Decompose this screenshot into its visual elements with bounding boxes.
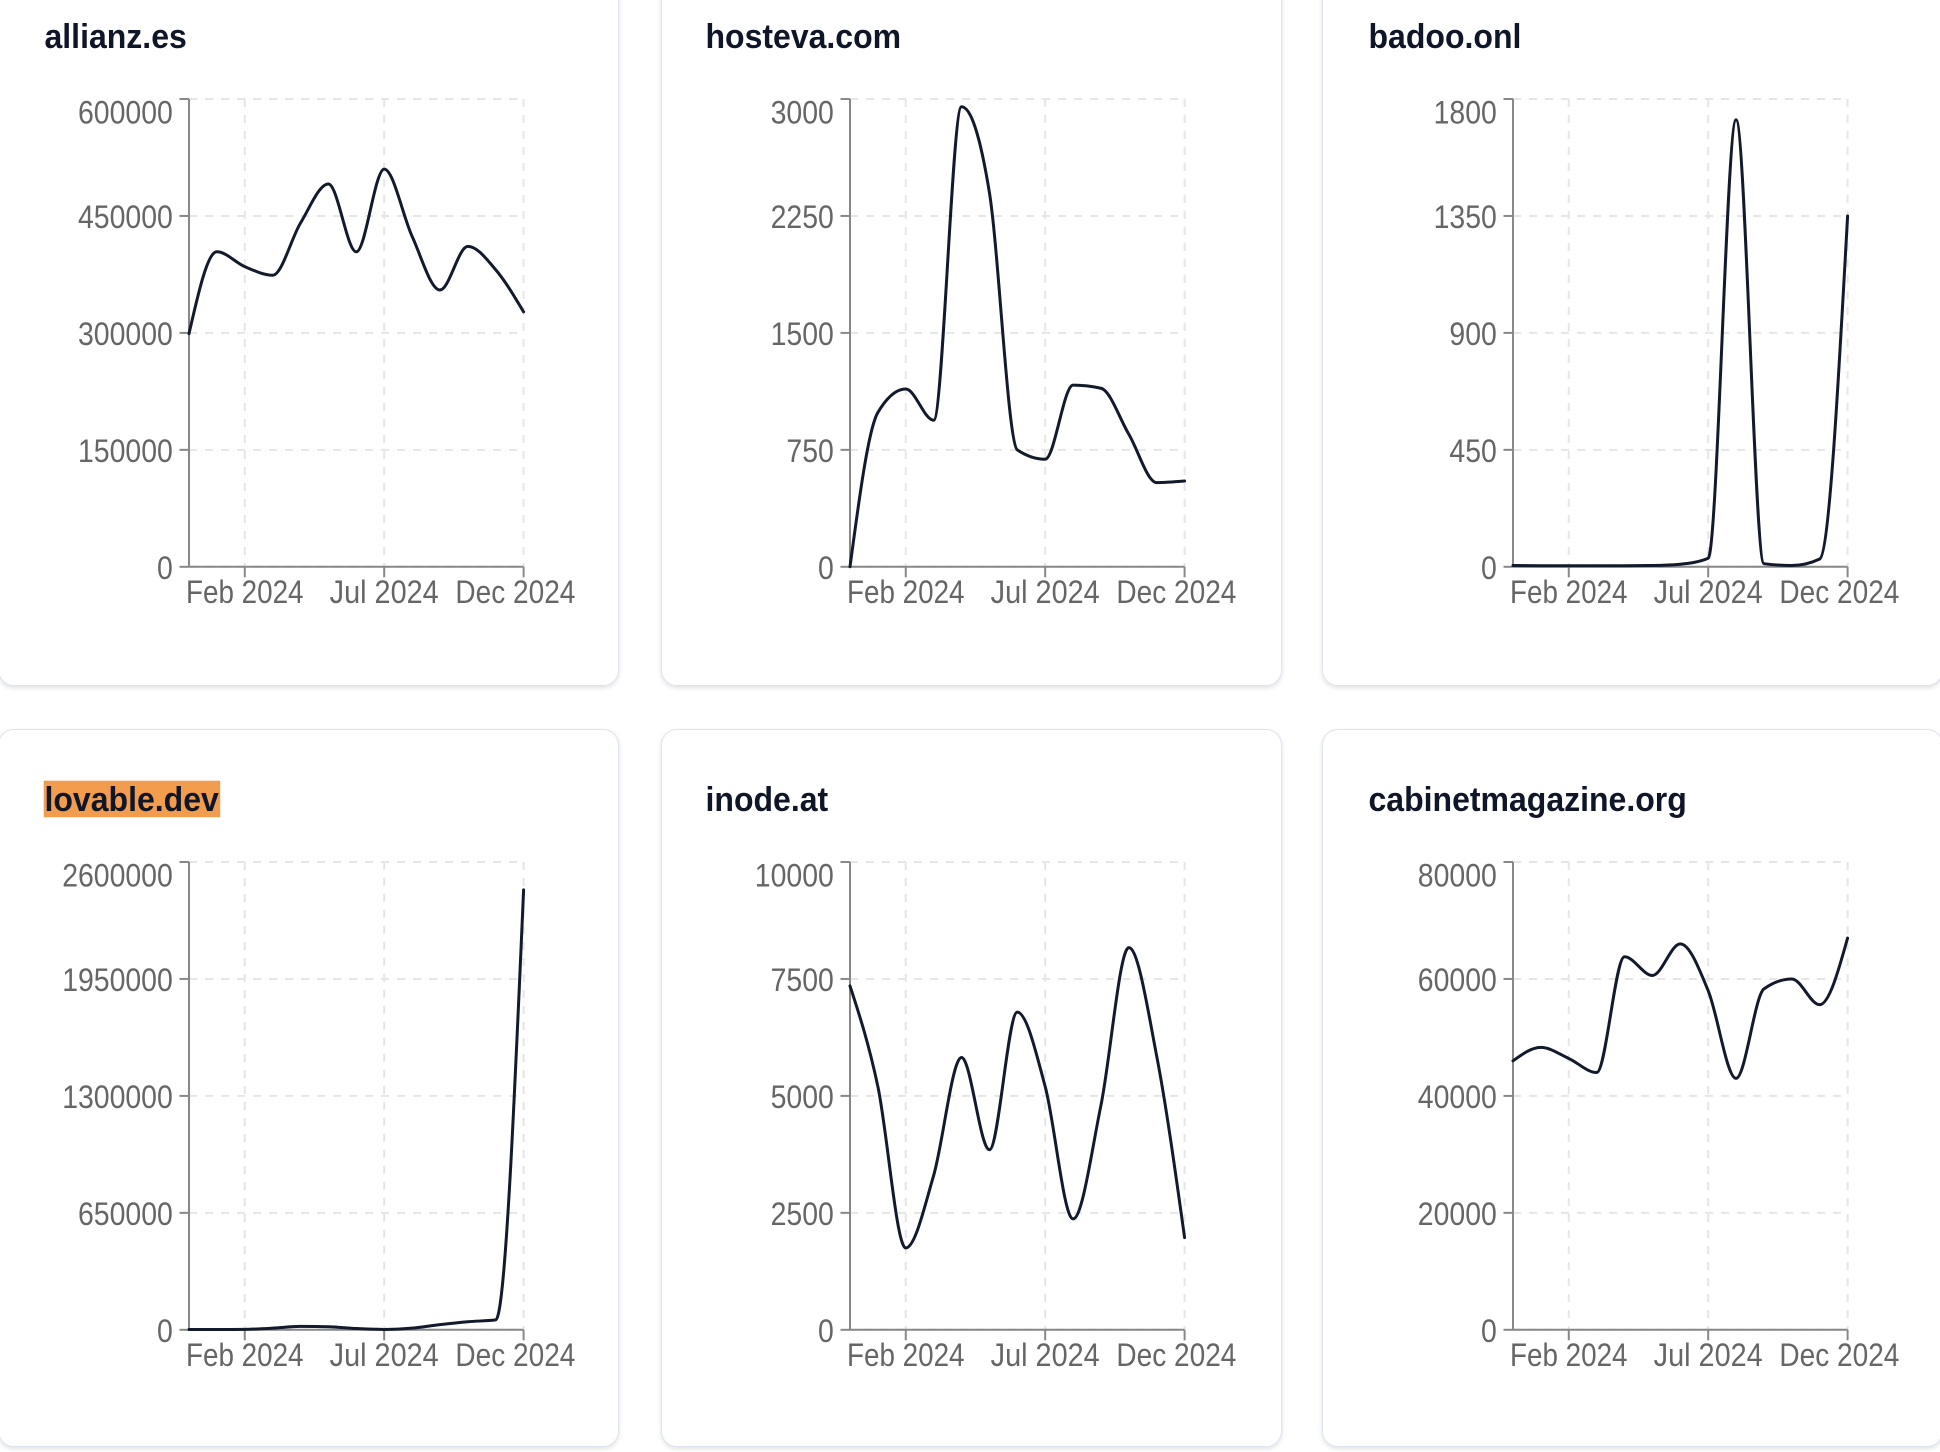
svg-text:2250: 2250 xyxy=(771,199,834,235)
svg-text:0: 0 xyxy=(1481,550,1497,586)
svg-text:Jul 2024: Jul 2024 xyxy=(329,574,438,610)
svg-text:Feb 2024: Feb 2024 xyxy=(186,1337,304,1373)
svg-text:badoo.onl: badoo.onl xyxy=(1368,18,1521,56)
svg-text:0: 0 xyxy=(818,1313,834,1349)
svg-text:1350: 1350 xyxy=(1433,199,1496,235)
svg-text:Dec 2024: Dec 2024 xyxy=(1779,1337,1899,1373)
svg-text:1950000: 1950000 xyxy=(62,962,173,998)
svg-text:150000: 150000 xyxy=(78,433,173,469)
svg-text:0: 0 xyxy=(157,1313,173,1349)
svg-text:lovable.dev: lovable.dev xyxy=(44,781,219,819)
svg-text:3000: 3000 xyxy=(771,94,834,130)
svg-text:Feb 2024: Feb 2024 xyxy=(1510,574,1628,610)
svg-text:Jul 2024: Jul 2024 xyxy=(1653,1337,1762,1373)
svg-text:300000: 300000 xyxy=(78,316,173,352)
svg-text:1800: 1800 xyxy=(1433,94,1496,130)
svg-text:allianz.es: allianz.es xyxy=(44,18,186,56)
svg-text:2600000: 2600000 xyxy=(62,857,173,893)
svg-text:Dec 2024: Dec 2024 xyxy=(1117,1337,1237,1373)
svg-text:40000: 40000 xyxy=(1417,1079,1496,1115)
svg-text:450: 450 xyxy=(1449,433,1496,469)
svg-text:cabinetmagazine.org: cabinetmagazine.org xyxy=(1368,781,1686,819)
svg-text:Feb 2024: Feb 2024 xyxy=(186,574,304,610)
svg-text:inode.at: inode.at xyxy=(706,781,829,819)
svg-text:750: 750 xyxy=(787,433,834,469)
svg-text:Feb 2024: Feb 2024 xyxy=(847,1337,965,1373)
svg-text:Dec 2024: Dec 2024 xyxy=(455,574,575,610)
svg-text:Feb 2024: Feb 2024 xyxy=(1510,1337,1628,1373)
svg-text:0: 0 xyxy=(1481,1313,1497,1349)
svg-text:450000: 450000 xyxy=(78,199,173,235)
svg-text:hosteva.com: hosteva.com xyxy=(706,18,902,56)
svg-text:Jul 2024: Jul 2024 xyxy=(991,1337,1100,1373)
svg-text:7500: 7500 xyxy=(771,962,834,998)
svg-text:1300000: 1300000 xyxy=(62,1079,173,1115)
svg-text:1500: 1500 xyxy=(771,316,834,352)
svg-text:80000: 80000 xyxy=(1417,857,1496,893)
svg-text:Dec 2024: Dec 2024 xyxy=(1117,574,1237,610)
svg-text:2500: 2500 xyxy=(771,1196,834,1232)
svg-text:0: 0 xyxy=(157,550,173,586)
svg-text:Jul 2024: Jul 2024 xyxy=(329,1337,438,1373)
svg-text:600000: 600000 xyxy=(78,94,173,130)
svg-text:Jul 2024: Jul 2024 xyxy=(991,574,1100,610)
svg-text:650000: 650000 xyxy=(78,1196,173,1232)
svg-text:900: 900 xyxy=(1449,316,1496,352)
svg-text:20000: 20000 xyxy=(1417,1196,1496,1232)
svg-text:10000: 10000 xyxy=(755,857,834,893)
svg-text:Dec 2024: Dec 2024 xyxy=(455,1337,575,1373)
svg-text:Jul 2024: Jul 2024 xyxy=(1653,574,1762,610)
svg-text:0: 0 xyxy=(818,550,834,586)
svg-text:60000: 60000 xyxy=(1417,962,1496,998)
svg-text:Dec 2024: Dec 2024 xyxy=(1779,574,1899,610)
svg-text:5000: 5000 xyxy=(771,1079,834,1115)
svg-text:Feb 2024: Feb 2024 xyxy=(847,574,965,610)
